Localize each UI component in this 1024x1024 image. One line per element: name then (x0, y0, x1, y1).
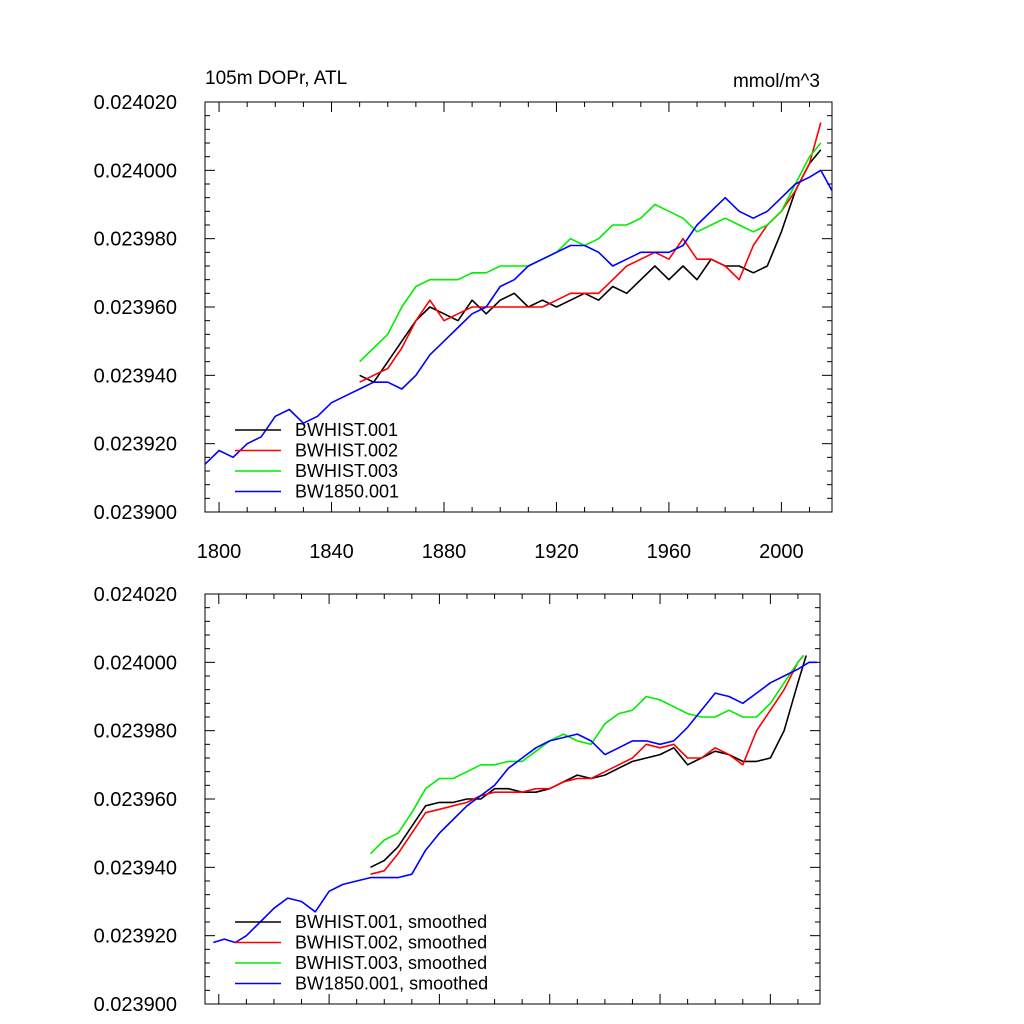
x-tick-label: 1960 (647, 541, 692, 563)
y-tick-label: 0.023960 (94, 789, 177, 811)
legend-label: BWHIST.002 (295, 441, 398, 461)
x-tick-label: 1840 (309, 541, 354, 563)
legend-label: BWHIST.003 (295, 461, 398, 481)
legend-label: BWHIST.001, smoothed (295, 912, 487, 932)
y-tick-label: 0.023940 (94, 365, 177, 387)
series-line-2 (359, 122, 822, 383)
y-tick-label: 0.023920 (94, 434, 177, 456)
series-line-3 (359, 142, 822, 363)
y-tick-label: 0.024020 (94, 584, 177, 606)
bottom-panel: 0.023900 0.023920 0.023940 0.023960 0.023980… (94, 584, 821, 1016)
legend-label: BW1850.001 (295, 482, 399, 502)
legend-label: BWHIST.003, smoothed (295, 953, 487, 973)
y-tick-label: 0.024000 (94, 652, 177, 674)
series-group (213, 654, 818, 944)
y-tick-label: 0.023920 (94, 926, 177, 948)
x-tick-label: 1920 (534, 541, 579, 563)
legend-label: BWHIST.001 (295, 420, 398, 440)
y-tick-label: 0.023980 (94, 721, 177, 743)
series-line-2 (370, 654, 805, 875)
x-tick-label: 1800 (197, 541, 242, 563)
series-group (205, 122, 832, 465)
y-tick-label: 0.023900 (94, 994, 177, 1016)
x-tick-label: 2000 (759, 541, 804, 563)
chart-title: 105m DOPr, ATL (205, 68, 347, 89)
y-tick-label: 0.024020 (94, 92, 177, 114)
units-label: mmol/m^3 (733, 71, 820, 92)
y-tick-label: 0.023900 (94, 502, 177, 524)
y-tick-label: 0.023940 (94, 857, 177, 879)
legend-label: BWHIST.002, smoothed (295, 933, 487, 953)
series-line-3 (369, 654, 805, 855)
series-line-4 (213, 661, 818, 944)
y-tick-label: 0.023960 (94, 297, 177, 319)
y-tick-label: 0.024000 (94, 160, 177, 182)
y-tick-label: 0.023980 (94, 229, 177, 251)
x-tick-label: 1880 (422, 541, 467, 563)
series-line-4 (205, 169, 832, 465)
legend-label: BW1850.001, smoothed (295, 974, 488, 994)
top-panel: 105m DOPr, ATL mmol/m^3 0.023900 0.023920… (94, 68, 833, 563)
